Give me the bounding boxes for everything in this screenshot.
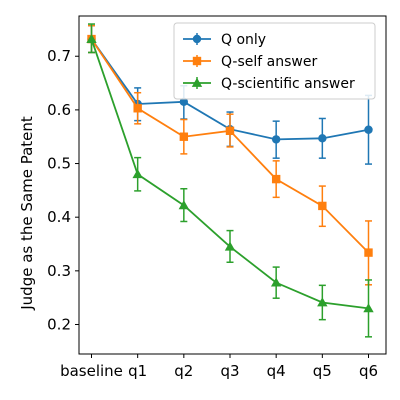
y-tick-label: 0.6: [47, 101, 71, 119]
y-tick-label: 0.4: [47, 208, 71, 226]
data-point: [363, 303, 374, 313]
data-point: [318, 134, 327, 143]
y-tick-label: 0.5: [47, 155, 71, 173]
data-point: [364, 125, 373, 134]
data-point: [179, 132, 189, 141]
data-point: [178, 200, 190, 210]
legend-item: Q-scientific answer: [183, 76, 355, 92]
data-point: [271, 174, 281, 184]
data-point: [271, 135, 281, 144]
legend-label: Q-self answer: [221, 54, 317, 70]
legend-marker: [191, 77, 203, 87]
data-point: [364, 248, 373, 257]
data-point: [132, 169, 143, 179]
legend-item: Q-self answer: [183, 54, 317, 70]
x-tick-label: q1: [128, 362, 147, 380]
data-point: [317, 297, 328, 307]
x-tick-label: q3: [220, 362, 239, 380]
data-point: [133, 104, 142, 113]
x-tick-label: q5: [313, 362, 332, 380]
data-point: [86, 33, 97, 43]
plot-frame: [78, 15, 387, 355]
legend-item: Q only: [183, 32, 266, 48]
legend: Q only Q-self answer Q-scientific answer: [173, 22, 376, 100]
y-tick-label: 0.2: [47, 315, 71, 333]
x-tick-label: q6: [359, 362, 378, 380]
legend-box: [173, 22, 376, 100]
x-axis: baseline q1 q2 q3 q4 q5 q6: [60, 354, 378, 380]
data-point: [179, 97, 189, 107]
x-tick-label: q4: [267, 362, 286, 380]
legend-label: Q-scientific answer: [221, 76, 355, 92]
x-tick-label: q2: [174, 362, 193, 380]
data-point: [270, 277, 282, 287]
y-tick-label: 0.3: [47, 262, 71, 280]
legend-label: Q only: [221, 32, 266, 48]
x-tick-label: baseline: [60, 362, 123, 380]
legend-marker: [192, 34, 202, 44]
data-point: [318, 201, 327, 211]
y-axis-title: Judge as the Same Patent: [18, 116, 36, 311]
data-point: [224, 241, 236, 251]
data-point: [225, 126, 235, 136]
legend-marker: [192, 56, 202, 66]
series-3: [86, 23, 374, 338]
y-tick-label: 0.7: [47, 47, 71, 65]
y-axis: 0.2 0.3 0.4 0.5 0.6 0.7: [47, 47, 79, 333]
series-layer: [86, 23, 374, 338]
plot-area: [78, 15, 387, 355]
